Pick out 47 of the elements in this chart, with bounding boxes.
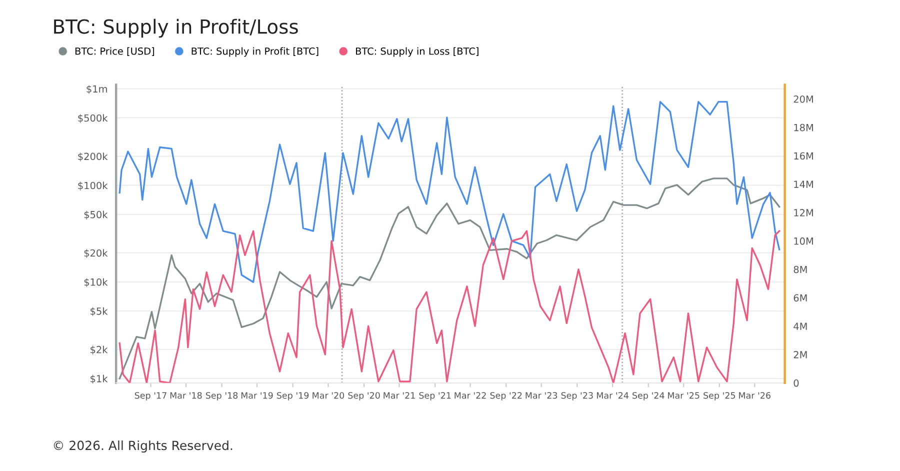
y2-tick-label: 8M (794, 266, 807, 274)
x-tick-label: Sep '17 (134, 392, 166, 400)
y2-tick-label: 6M (794, 294, 807, 302)
y-tick-label: $1m (86, 85, 107, 94)
y2-tick-label: 2M (794, 351, 807, 358)
x-tick-label: Sep '18 (206, 392, 238, 400)
y-tick-label: $20k (84, 249, 108, 258)
legend-label: BTC: Supply in Profit [BTC] (192, 47, 318, 57)
legend-label: BTC: Supply in Loss [BTC] (356, 47, 478, 57)
x-tick-label: Mar '18 (170, 392, 202, 399)
y2-tick-label: 10M (794, 237, 813, 245)
x-tick-label: Mar '19 (241, 392, 273, 399)
y-tick-label: $50k (84, 210, 108, 220)
text: © 2026. All Rights Reserved. (54, 440, 232, 453)
y2-tick-label: 14M (794, 180, 813, 188)
y2-tick-label: 20M (794, 95, 813, 103)
x-tick-label: Mar '22 (454, 392, 486, 399)
line-series (118, 178, 780, 380)
x-tick-label: Mar '21 (384, 392, 415, 399)
y-tick-label: $1k (90, 374, 108, 384)
y-tick-label: $5k (90, 307, 108, 316)
y2-tick-label: 16M (794, 152, 813, 160)
x-tick-label: Sep '19 (276, 392, 309, 400)
line-series (118, 230, 780, 383)
x-tick-label: Sep '21 (419, 392, 451, 400)
y-tick-label: $10k (84, 278, 108, 288)
x-tick-label: Mar '23 (526, 392, 558, 399)
x-tick-label: Sep '25 (704, 392, 736, 400)
y2-tick-label: 18M (794, 124, 813, 132)
y-tick-label: $200k (78, 152, 108, 162)
y-tick-label: $500k (78, 114, 108, 123)
x-tick-label: Mar '26 (739, 392, 770, 399)
y2-tick-label: 0 (794, 379, 799, 387)
x-tick-label: Mar '24 (597, 392, 628, 399)
y2-tick-label: 4M (794, 322, 807, 330)
x-tick-label: Mar '20 (312, 392, 344, 399)
y2-tick-label: 12M (794, 209, 813, 216)
y-tick-label: $100k (78, 182, 108, 190)
y-tick-label: $2k (90, 346, 108, 355)
x-tick-label: Sep '24 (632, 392, 664, 400)
x-tick-label: Sep '22 (490, 392, 522, 400)
chart-title: BTC: Supply in Profit/Loss (54, 18, 298, 38)
x-tick-label: Mar '25 (668, 392, 700, 399)
legend-label: BTC: Price [USD] (75, 47, 154, 56)
x-tick-label: Sep '23 (561, 392, 593, 400)
x-tick-label: Sep '20 (348, 392, 380, 400)
line-series (118, 100, 780, 283)
